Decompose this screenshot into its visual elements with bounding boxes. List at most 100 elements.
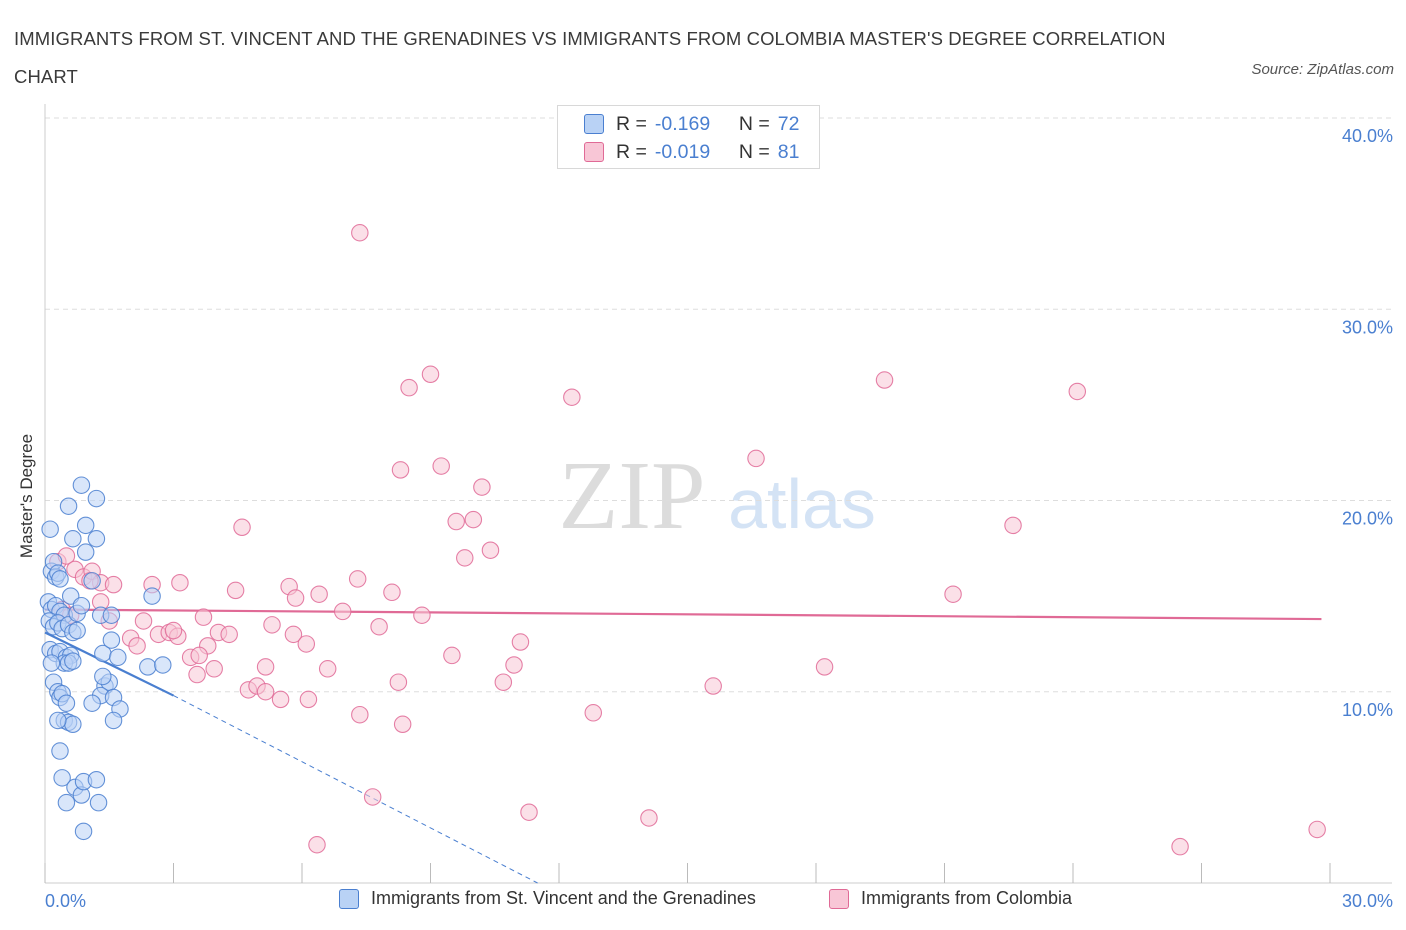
data-point-colombia (944, 585, 962, 603)
data-point-colombia (421, 365, 440, 384)
legend-n-value: 81 (777, 140, 800, 163)
data-point-colombia (226, 581, 245, 600)
data-point-st-vincent (64, 715, 82, 734)
data-point-colombia (875, 371, 894, 389)
series-legend-item-pink[interactable]: Immigrants from Colombia (829, 888, 1072, 909)
legend-r-label: R = (616, 112, 647, 135)
data-point-colombia (351, 224, 369, 242)
data-point-st-vincent (57, 694, 76, 712)
legend-r-value: -0.169 (654, 112, 711, 135)
data-point-colombia (704, 677, 722, 695)
data-point-colombia (363, 788, 382, 806)
series-swatch-pink (829, 888, 849, 909)
watermark-zip: ZIP (559, 442, 706, 550)
data-point-st-vincent (41, 520, 59, 538)
data-point-colombia (494, 673, 513, 691)
data-point-st-vincent (51, 570, 69, 588)
data-point-st-vincent (102, 606, 121, 624)
data-point-colombia (190, 646, 208, 665)
stats-legend: R = -0.169 N = 72 R = -0.019 N = 81 (557, 105, 820, 169)
data-point-colombia (284, 625, 303, 644)
data-point-colombia (297, 635, 316, 653)
data-point-colombia (271, 690, 290, 709)
data-point-st-vincent (42, 654, 61, 672)
data-point-st-vincent (72, 596, 91, 615)
data-point-colombia (383, 583, 401, 602)
data-point-colombia (310, 585, 328, 603)
data-point-st-vincent (87, 770, 106, 789)
legend-row-blue: R = -0.169 N = 72 (584, 111, 799, 137)
y-tick-label: 40.0% (1342, 126, 1393, 146)
data-point-colombia (400, 378, 418, 397)
trend-lines (44, 608, 1322, 884)
data-point-st-vincent (139, 658, 157, 676)
trend-line-st-vincent (44, 631, 174, 697)
data-point-colombia (1068, 382, 1087, 401)
data-point-st-vincent (83, 572, 101, 590)
data-point-colombia (393, 715, 412, 734)
series-swatch-blue (339, 888, 359, 909)
data-point-colombia (308, 835, 326, 854)
data-point-colombia (1171, 837, 1189, 856)
data-point-st-vincent (51, 742, 69, 760)
data-point-colombia (481, 541, 500, 559)
legend-n-value: 72 (777, 112, 800, 135)
trend-extension-st-vincent (173, 695, 538, 884)
data-point-colombia (1308, 820, 1326, 839)
data-point-colombia (640, 809, 658, 827)
data-point-st-vincent (53, 769, 71, 787)
series-legend-label: Immigrants from St. Vincent and the Gren… (371, 888, 756, 908)
data-point-colombia (1004, 516, 1022, 535)
legend-row-pink: R = -0.019 N = 81 (584, 139, 799, 165)
data-point-colombia (370, 617, 388, 636)
data-point-colombia (447, 512, 465, 531)
data-point-colombia (413, 606, 431, 624)
data-point-colombia (389, 673, 408, 691)
data-point-colombia (233, 518, 251, 537)
series-legend-item-blue[interactable]: Immigrants from St. Vincent and the Gren… (339, 888, 756, 909)
data-point-st-vincent (87, 489, 106, 508)
data-point-st-vincent (104, 711, 123, 730)
data-point-st-vincent (72, 476, 91, 494)
data-point-colombia (104, 575, 123, 594)
data-point-colombia (443, 646, 461, 665)
data-point-colombia (318, 660, 337, 678)
data-point-colombia (220, 625, 238, 644)
chart-title: IMMIGRANTS FROM ST. VINCENT AND THE GREN… (14, 28, 1166, 87)
data-point-colombia (456, 549, 474, 567)
data-point-st-vincent (102, 631, 121, 649)
data-point-st-vincent (143, 587, 161, 605)
data-point-colombia (164, 621, 183, 640)
data-point-colombia (351, 705, 369, 724)
data-point-st-vincent (74, 822, 93, 841)
data-point-colombia (432, 457, 450, 475)
legend-n-label: N = (738, 112, 770, 135)
y-tick-label: 10.0% (1342, 700, 1393, 720)
data-point-colombia (194, 608, 213, 626)
data-point-colombia (563, 388, 581, 406)
legend-r-label: R = (616, 140, 647, 163)
data-point-colombia (171, 573, 189, 592)
legend-swatch-blue (584, 114, 604, 134)
axes (44, 104, 1392, 884)
data-point-colombia (134, 612, 153, 630)
data-point-colombia (333, 602, 352, 621)
data-point-colombia (815, 658, 834, 676)
data-point-st-vincent (109, 648, 127, 667)
data-point-colombia (391, 461, 410, 479)
data-point-colombia (747, 449, 765, 468)
data-point-colombia (348, 570, 367, 588)
data-point-colombia (473, 478, 491, 496)
watermark-atlas: atlas (728, 465, 876, 543)
data-point-colombia (263, 616, 281, 634)
data-point-st-vincent (64, 529, 82, 548)
data-point-st-vincent (76, 543, 95, 561)
series-legend: Immigrants from St. Vincent and the Gren… (0, 888, 1406, 916)
data-point-colombia (256, 682, 275, 701)
legend-swatch-pink (584, 142, 604, 162)
series-legend-label: Immigrants from Colombia (861, 888, 1073, 908)
source-label: Source: ZipAtlas.com (1251, 61, 1394, 78)
data-point-st-vincent (94, 667, 112, 686)
data-point-colombia (511, 633, 530, 651)
